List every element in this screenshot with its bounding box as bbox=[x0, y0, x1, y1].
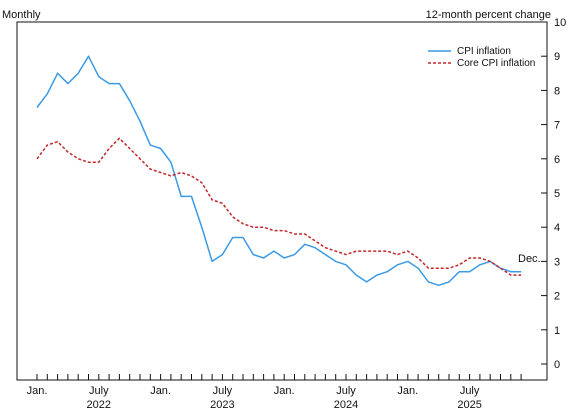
plot-frame bbox=[16, 21, 548, 381]
x-year-label: 2025 bbox=[457, 399, 481, 411]
y-tick-label: 3 bbox=[554, 256, 560, 268]
y-tick-label: 5 bbox=[554, 188, 560, 200]
y-axis-ticks: 0 1 2 3 4 5 6 7 8 9 10 bbox=[541, 17, 566, 371]
y-tick-label: 1 bbox=[554, 325, 560, 337]
y-axis-title: 12-month percent change bbox=[426, 9, 551, 21]
x-year-label: 2022 bbox=[87, 399, 111, 411]
series-line-core-cpi bbox=[36, 137, 522, 276]
x-month-label: Jan. bbox=[150, 385, 171, 397]
series-line-cpi bbox=[36, 55, 522, 287]
x-axis-ticks bbox=[36, 374, 522, 380]
y-tick-label: 9 bbox=[554, 51, 560, 63]
x-month-label: July bbox=[213, 385, 233, 397]
y-tick-label: 0 bbox=[554, 359, 560, 371]
x-month-label: Jan. bbox=[27, 385, 48, 397]
y-tick-label: 6 bbox=[554, 154, 560, 166]
y-tick-label: 8 bbox=[554, 85, 560, 97]
series-layer bbox=[36, 55, 522, 287]
y-tick-label: 7 bbox=[554, 120, 560, 132]
end-annotation: Dec. bbox=[518, 253, 541, 265]
y-tick-label: 4 bbox=[554, 222, 560, 234]
x-month-label: July bbox=[89, 385, 109, 397]
legend-label-cpi: CPI inflation bbox=[457, 46, 511, 57]
x-month-label: July bbox=[336, 385, 356, 397]
y-tick-label: 2 bbox=[554, 291, 560, 303]
legend: CPI inflation Core CPI inflation bbox=[428, 46, 535, 69]
legend-label-core-cpi: Core CPI inflation bbox=[457, 58, 535, 69]
x-month-label: Jan. bbox=[274, 385, 295, 397]
y-tick-label: 10 bbox=[554, 17, 566, 29]
x-year-label: 2023 bbox=[210, 399, 234, 411]
x-axis-labels: Jan. July Jan. July Jan. July Jan. July 2022 2023… bbox=[27, 385, 482, 411]
x-month-label: Jan. bbox=[397, 385, 418, 397]
x-year-label: 2024 bbox=[334, 399, 358, 411]
frequency-label: Monthly bbox=[2, 9, 41, 21]
x-month-label: July bbox=[460, 385, 480, 397]
